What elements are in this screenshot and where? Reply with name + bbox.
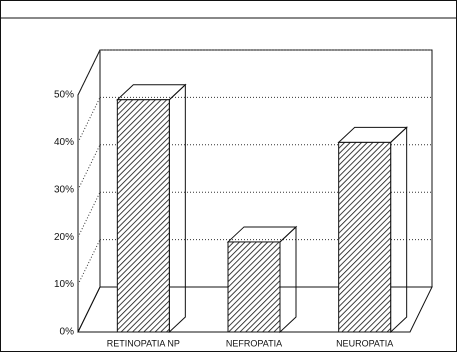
y-tick-label: 40% bbox=[54, 137, 74, 148]
bar-side bbox=[279, 225, 297, 334]
bar-top bbox=[337, 126, 408, 143]
bar bbox=[116, 99, 170, 333]
left-wall bbox=[77, 49, 101, 333]
x-tick-label: NEUROPATIA bbox=[336, 338, 393, 348]
grid-line bbox=[77, 144, 101, 191]
y-tick-label: 0% bbox=[60, 327, 75, 338]
y-tick-label: 50% bbox=[54, 90, 74, 101]
grid-line bbox=[77, 97, 101, 143]
bar bbox=[338, 141, 392, 333]
y-tick-label: 10% bbox=[54, 279, 74, 290]
bar bbox=[227, 241, 281, 333]
y-tick-label: 20% bbox=[54, 232, 74, 243]
grid-line bbox=[77, 191, 101, 238]
x-tick-label: RETINOPATIA NP bbox=[107, 338, 180, 348]
x-tick-label: NEFROPATIA bbox=[226, 338, 282, 348]
bar-side bbox=[390, 126, 408, 334]
grid-line bbox=[77, 239, 101, 285]
bar-side bbox=[168, 83, 186, 334]
y-tick-label: 30% bbox=[54, 184, 74, 195]
